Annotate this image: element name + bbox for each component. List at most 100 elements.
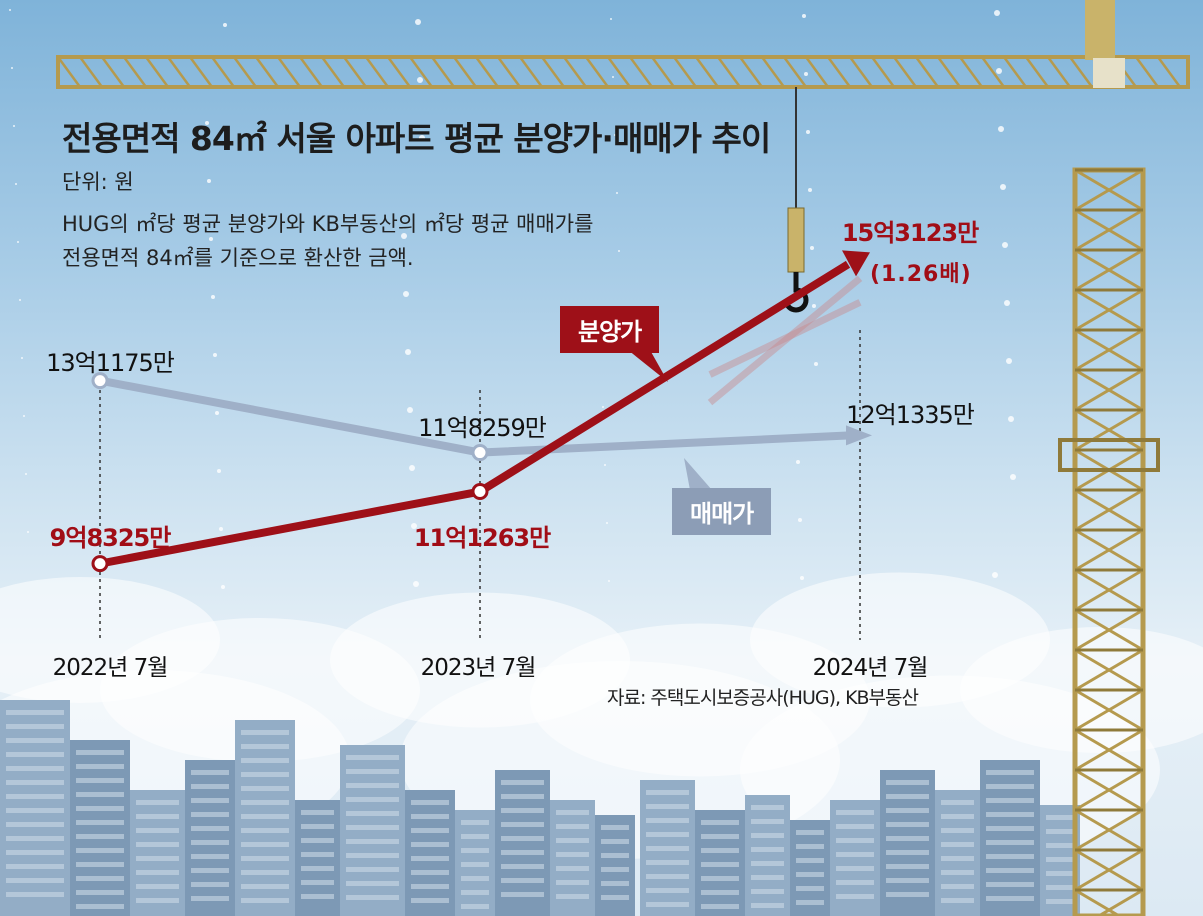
building-windows (556, 838, 589, 843)
building-windows (886, 864, 929, 869)
building-windows (411, 856, 449, 861)
building-windows (986, 770, 1034, 775)
sparkle (217, 469, 221, 473)
building-windows (501, 850, 544, 855)
sparkle (13, 125, 15, 127)
building-windows (191, 868, 229, 873)
data-label-sale-2022: 9억8325만 (49, 524, 172, 552)
building-windows (701, 904, 739, 909)
crane-jib-lattice (650, 56, 676, 88)
building-windows (986, 896, 1034, 901)
building-windows (241, 870, 289, 875)
crane-jib-lattice (276, 56, 302, 88)
sparkle (417, 77, 423, 83)
building-windows (886, 836, 929, 841)
building-windows (301, 838, 334, 843)
building-windows (646, 804, 689, 809)
building-windows (6, 878, 64, 883)
crane-lattice (1074, 168, 1144, 212)
building-windows (751, 875, 784, 880)
sparkle (796, 460, 800, 464)
building-windows (1046, 829, 1074, 834)
building-windows (411, 870, 449, 875)
crane-lattice (1074, 288, 1144, 332)
crane-jib-lattice (320, 56, 346, 88)
crane-jib-lattice (936, 56, 962, 88)
building-windows (461, 820, 489, 825)
building-windows (886, 808, 929, 813)
crane-jib-lattice (452, 56, 478, 88)
multiplier-label: (1.26배) (870, 262, 972, 287)
sparkle (209, 237, 213, 241)
sparkle (616, 192, 618, 194)
building-windows (751, 805, 784, 810)
crane-jib-lattice (100, 56, 126, 88)
building-windows (601, 825, 629, 830)
building-windows (751, 833, 784, 838)
building-windows (886, 850, 929, 855)
crane-jib-lattice (584, 56, 610, 88)
data-label-market-2023: 11억8259만 (418, 414, 547, 442)
sparkle (219, 527, 223, 531)
building-windows (76, 848, 124, 853)
building-windows (76, 890, 124, 895)
building-windows (461, 862, 489, 867)
building (745, 795, 790, 916)
building-windows (986, 812, 1034, 817)
crane-jib-lattice (364, 56, 390, 88)
building-windows (346, 839, 399, 844)
sparkle (804, 72, 808, 76)
building-windows (241, 898, 289, 903)
building-windows (501, 864, 544, 869)
sparkle (810, 246, 814, 250)
sparkle (419, 135, 425, 141)
building-windows (601, 895, 629, 900)
crane-cab (1093, 58, 1125, 88)
building-windows (76, 778, 124, 783)
series-badge-market: 매매가 (672, 488, 772, 535)
sparkle (608, 580, 610, 582)
building-windows (836, 852, 874, 857)
building-windows (941, 856, 974, 861)
building-windows (461, 834, 489, 839)
sparkle (211, 295, 215, 299)
crane-jib-lattice (210, 56, 236, 88)
crane-jib-lattice (1134, 56, 1160, 88)
sparkle (215, 411, 219, 415)
building-windows (886, 822, 929, 827)
arrowhead-market (846, 425, 872, 446)
sparkle (1004, 300, 1010, 306)
building-windows (241, 828, 289, 833)
building-windows (461, 904, 489, 909)
building-windows (941, 842, 974, 847)
building-windows (301, 880, 334, 885)
sparkle (1010, 474, 1016, 480)
series-badge-sale: 분양가 (560, 306, 660, 353)
sparkle (207, 179, 211, 183)
building-windows (136, 842, 179, 847)
crane-jib-lattice (694, 56, 720, 88)
building-windows (6, 724, 64, 729)
building-windows (1046, 815, 1074, 820)
crane-jib-lattice (1046, 56, 1072, 88)
point-market-1 (471, 444, 489, 462)
building-windows (556, 866, 589, 871)
sparkle (992, 572, 998, 578)
building-windows (646, 832, 689, 837)
building-windows (6, 766, 64, 771)
building-windows (301, 866, 334, 871)
building-windows (796, 872, 824, 877)
crane-jib-lattice (826, 56, 852, 88)
building-windows (346, 867, 399, 872)
building-windows (6, 864, 64, 869)
building-windows (191, 812, 229, 817)
building-windows (301, 852, 334, 857)
crane-jib-lattice (166, 56, 192, 88)
crane-jib (56, 55, 1190, 89)
building-windows (6, 808, 64, 813)
building-windows (836, 810, 874, 815)
building (130, 790, 185, 916)
building-windows (646, 888, 689, 893)
crane-jib-lattice (672, 56, 698, 88)
building-windows (1046, 885, 1074, 890)
